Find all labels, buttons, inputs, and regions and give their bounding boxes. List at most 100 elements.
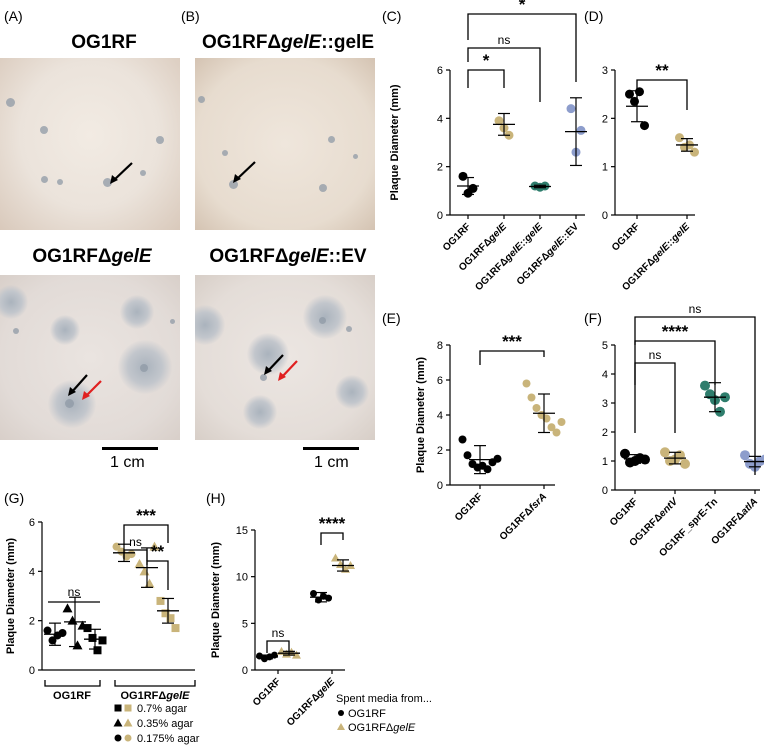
legend-marker	[337, 723, 345, 730]
significance-bracket	[636, 79, 688, 110]
panel-label-d: (D)	[584, 8, 604, 24]
significance-label: ns	[272, 626, 285, 640]
y-tick-label: 6	[437, 375, 443, 387]
data-point	[310, 589, 317, 597]
data-point	[88, 633, 97, 642]
y-tick-label: 0	[602, 210, 608, 222]
data-point	[458, 171, 468, 181]
y-tick-label: 3	[602, 65, 608, 77]
y-tick-label: 2	[602, 113, 608, 125]
y-tick-label: 0	[437, 210, 443, 222]
legend-title: Spent media from...	[336, 693, 432, 705]
data-point	[527, 393, 536, 402]
significance-label: ns	[129, 535, 142, 549]
data-point	[522, 379, 531, 388]
data-point	[72, 640, 83, 650]
data-point	[93, 646, 102, 655]
data-point	[161, 609, 170, 618]
significance-bracket	[479, 350, 545, 365]
y-tick-label: 0	[602, 485, 608, 497]
y-axis-label: Plaque Diameter (mm)	[5, 538, 17, 654]
y-tick-label: 4	[437, 410, 443, 422]
data-point	[576, 125, 586, 135]
significance-bracket	[467, 13, 577, 82]
significance-bracket	[467, 69, 505, 88]
data-point	[557, 418, 566, 426]
y-axis-label: Plaque Diameter (mm)	[389, 84, 401, 200]
significance-label: ***	[502, 332, 522, 351]
y-tick-label: 2	[602, 427, 608, 439]
data-point	[690, 147, 699, 157]
data-point	[62, 603, 73, 613]
x-tick-label: OG1RF	[453, 491, 485, 523]
group-bracket	[44, 680, 101, 687]
panel-label-e: (E)	[382, 310, 401, 326]
legend-marker	[124, 734, 132, 742]
group-bracket	[114, 680, 196, 687]
y-tick-label: 4	[437, 113, 443, 125]
y-tick-label: 2	[437, 445, 443, 457]
data-point	[700, 380, 710, 391]
y-tick-label: 4	[29, 566, 35, 578]
data-point	[292, 650, 301, 659]
x-tick-label: OG1RFΔgelE::EV	[515, 221, 582, 288]
plate-photo-og1rf	[0, 58, 180, 230]
x-tick-label: OG1RF	[610, 221, 642, 253]
scale-bar-label-left: 1 cm	[110, 454, 145, 471]
arrow-black-icon	[233, 161, 256, 183]
x-tick-label: OG1RF	[608, 496, 640, 528]
data-point	[660, 447, 670, 458]
panel-label-b: (B)	[181, 8, 200, 24]
chart-e: 0 2 4 6 8 Plaque Diameter (mm) OG1RF OG1RFΔfsrA…	[415, 332, 566, 540]
photo-title-og1rf: OG1RF	[71, 32, 137, 53]
data-point	[640, 121, 649, 131]
y-tick-label: 0	[242, 665, 248, 677]
x-tick-label: OG1RFΔgelE	[285, 676, 337, 728]
data-point	[552, 428, 561, 437]
data-point	[134, 558, 145, 568]
photo-title-gele-ev: OG1RFΔgelE::EV	[209, 246, 367, 267]
arrow-black-icon	[68, 374, 88, 396]
data-point	[625, 89, 634, 99]
legend-label: OG1RF	[348, 708, 386, 720]
data-point	[325, 594, 332, 602]
data-point	[156, 596, 165, 605]
significance-label: **	[151, 542, 165, 561]
y-tick-label: 2	[29, 616, 35, 628]
data-point	[83, 624, 92, 633]
data-point	[144, 578, 155, 588]
legend-marker	[113, 718, 123, 727]
legend-label: OG1RFΔgelE	[348, 722, 416, 734]
plate-photo-gele-complement	[195, 58, 375, 230]
data-point	[166, 614, 175, 623]
panel-label-g: (G)	[4, 490, 25, 506]
y-tick-label: 2	[437, 162, 443, 174]
scale-bar-left	[102, 447, 158, 450]
scale-bar-label-right: 1 cm	[314, 454, 349, 471]
group-label: OG1RF	[53, 690, 91, 702]
significance-label: ****	[662, 322, 689, 341]
panel-label-c: (C)	[382, 8, 402, 24]
data-point	[680, 458, 690, 469]
significance-bracket	[123, 549, 148, 561]
significance-label: ns	[68, 585, 81, 599]
significance-bracket	[146, 560, 169, 590]
x-tick-label: OG1RF	[251, 676, 283, 708]
significance-label: ns	[649, 348, 662, 362]
chart-d: 0123Plaque Diameter (mm)OG1RFOG1RFΔgelE:…	[602, 61, 699, 293]
legend-label: 0.35% agar	[137, 718, 194, 730]
y-tick-label: 5	[242, 618, 248, 630]
data-point	[98, 636, 107, 645]
significance-bracket	[634, 340, 716, 385]
y-tick-label: 3	[602, 398, 608, 410]
data-point	[463, 451, 472, 460]
data-point	[67, 615, 78, 625]
data-point	[468, 183, 478, 193]
plate-photo-gele	[0, 275, 180, 440]
y-tick-label: 8	[437, 340, 443, 352]
significance-label: *	[519, 0, 526, 14]
significance-bracket	[320, 532, 344, 545]
data-point	[620, 448, 630, 459]
arrow-black-icon	[110, 162, 133, 184]
